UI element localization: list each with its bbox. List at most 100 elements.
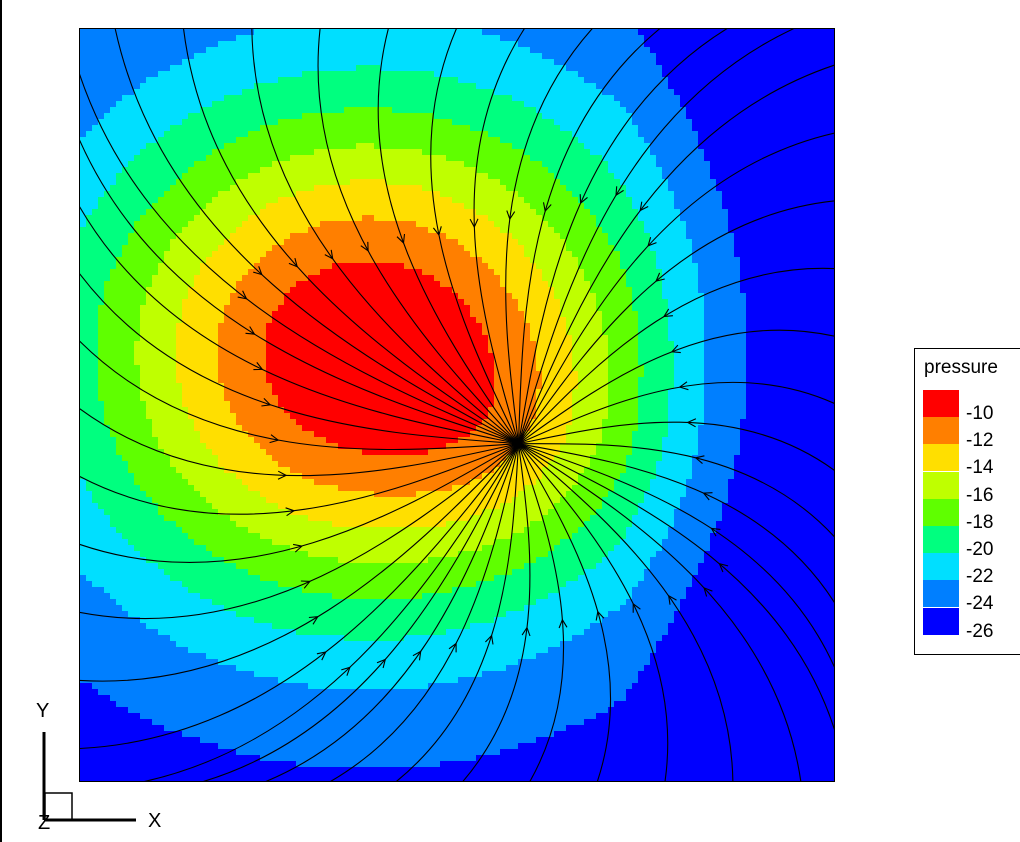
- streamline: [80, 340, 519, 451]
- contour-band-cell: [356, 143, 375, 150]
- contour-band-cell: [602, 317, 639, 324]
- contour-band-cell: [734, 233, 834, 240]
- contour-band-cell: [656, 257, 693, 264]
- streamline: [80, 443, 519, 620]
- contour-band-cell: [80, 515, 111, 522]
- contour-band-cell: [278, 581, 477, 588]
- contour-band-cell: [80, 185, 111, 192]
- streamline: [80, 443, 519, 749]
- contour-band-cell: [224, 317, 273, 324]
- contour-band-cell: [194, 485, 249, 492]
- contour-band-cell: [722, 197, 834, 204]
- streamline: [80, 443, 519, 515]
- contour-band-cell: [338, 443, 447, 450]
- contour-band-cell: [188, 287, 237, 294]
- contour-band-cell: [686, 107, 834, 114]
- contour-band-cell: [314, 479, 471, 486]
- contour-band-cell: [566, 431, 603, 438]
- contour-band-cell: [566, 317, 603, 324]
- streamline-arrowhead: [632, 602, 641, 613]
- contour-band-cell: [608, 389, 639, 396]
- streamline-arrowhead: [432, 226, 442, 237]
- contour-band-cell: [134, 341, 177, 348]
- contour-band-cell: [80, 323, 99, 330]
- contour-band-cell: [260, 209, 477, 216]
- contour-band-cell: [428, 557, 537, 564]
- contour-band-cell: [266, 371, 495, 378]
- contour-band-cell: [650, 479, 687, 486]
- contour-band-cell: [560, 641, 657, 648]
- contour-band-cell: [110, 425, 153, 432]
- contour-band-cell: [698, 263, 741, 270]
- contour-band-cell: [134, 347, 177, 354]
- contour-band-cell: [80, 683, 93, 690]
- contour-band-cell: [140, 149, 213, 156]
- contour-band-cell: [116, 527, 183, 534]
- contour-band-cell: [80, 569, 165, 576]
- streamline: [462, 443, 531, 781]
- contour-band-cell: [638, 131, 699, 138]
- streamline-arrowhead: [718, 562, 729, 573]
- contour-band-cell: [704, 317, 747, 324]
- contour-band-cell: [536, 557, 603, 564]
- contour-band-cell: [182, 119, 279, 126]
- contour-band-cell: [560, 539, 621, 546]
- contour-band-cell: [620, 257, 657, 264]
- contour-band-cell: [668, 299, 705, 306]
- contour-band-cell: [560, 311, 603, 318]
- contour-band-cell: [542, 371, 579, 378]
- streamline: [518, 443, 734, 781]
- contour-band-cell: [260, 575, 495, 582]
- contour-band-cell: [218, 359, 267, 366]
- contour-band-cell: [656, 461, 693, 468]
- contour-band-cell: [248, 131, 489, 138]
- contour-band-cell: [224, 557, 339, 564]
- contour-band-cell: [584, 629, 669, 636]
- contour-band-cell: [674, 365, 705, 372]
- contour-band-cell: [80, 299, 105, 306]
- contour-band-cell: [542, 269, 585, 276]
- contour-band-cell: [122, 605, 225, 612]
- contour-band-cell: [536, 341, 573, 348]
- contour-band-cell: [116, 437, 159, 444]
- contour-band-cell: [632, 431, 669, 438]
- contour-band-cell: [452, 587, 561, 594]
- contour-band-cell: [638, 341, 675, 348]
- contour-band-cell: [80, 449, 117, 456]
- contour-band-cell: [704, 293, 747, 300]
- contour-band-cell: [104, 407, 147, 414]
- contour-band-cell: [212, 599, 537, 606]
- contour-band-cell: [440, 761, 834, 768]
- contour-band-cell: [554, 731, 834, 738]
- contour-band-cell: [728, 227, 834, 234]
- contour-band-cell: [182, 317, 225, 324]
- contour-band-cell: [662, 545, 711, 552]
- streamline: [518, 443, 802, 781]
- contour-band-cell: [668, 323, 705, 330]
- contour-band-cell: [272, 161, 465, 168]
- contour-band-cell: [740, 269, 834, 276]
- contour-band-cell: [638, 353, 675, 360]
- contour-band-cell: [80, 89, 135, 96]
- streamline: [518, 329, 834, 445]
- contour-band-cell: [668, 623, 834, 630]
- contour-band-cell: [182, 227, 237, 234]
- contour-band-cell: [236, 611, 507, 618]
- contour-band-cell: [602, 497, 645, 504]
- contour-band-cell: [116, 449, 165, 456]
- contour-band-cell: [638, 125, 693, 132]
- contour-band-cell: [674, 383, 705, 390]
- contour-band-cell: [746, 371, 834, 378]
- contour-band-cell: [644, 491, 687, 498]
- contour-band-cell: [80, 611, 129, 618]
- contour-band-cell: [686, 593, 834, 600]
- contour-band-cell: [674, 359, 705, 366]
- contour-band-cell: [80, 677, 279, 684]
- contour-band-cell: [224, 389, 273, 396]
- contour-band-cell: [86, 479, 135, 486]
- contour-band-cell: [668, 311, 705, 318]
- contour-band-cell: [110, 269, 159, 276]
- contour-band-cell: [290, 509, 483, 516]
- contour-band-cell: [110, 695, 627, 702]
- contour-band-cell: [266, 497, 513, 504]
